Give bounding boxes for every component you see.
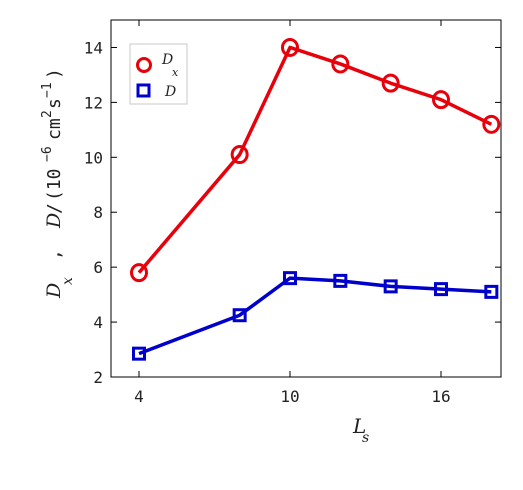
data-point (283, 271, 297, 286)
data-point (482, 114, 501, 134)
y-axis-label-dx-sub: x (60, 277, 76, 285)
y-tick-label: 12 (84, 93, 103, 112)
y-axis-label-unit-exp1: −6 (40, 146, 55, 162)
data-point (230, 145, 249, 165)
series-layer (130, 37, 501, 361)
legend-item-dx: D x (136, 52, 179, 79)
y-tick-label: 2 (93, 368, 103, 387)
y-axis-label-d: D (43, 213, 65, 229)
data-point (132, 346, 146, 361)
y-tick-label: 8 (93, 203, 103, 222)
x-axis-label-sub: s (362, 430, 369, 446)
y-tick-label: 14 (84, 38, 103, 57)
y-axis-label-unit-open: (10 (44, 168, 65, 201)
y-axis-label-unit-mid: cm (44, 118, 65, 140)
series-line (137, 45, 493, 274)
legend-item-d: D (136, 83, 176, 100)
legend-label-d: D (164, 84, 176, 100)
y-axis-label-slash: / (44, 203, 65, 214)
y-axis-label: D x , D / (10 −6 cm 2 s −1 ) (40, 68, 76, 299)
legend-label-dx-sub: x (172, 66, 179, 79)
data-point (130, 263, 148, 283)
x-tick-label: 16 (431, 387, 450, 406)
x-axis-label-main: L (352, 414, 366, 438)
data-point (381, 73, 400, 93)
y-axis: 2 4 6 8 10 12 14 (84, 38, 501, 387)
series-dx (130, 37, 501, 283)
data-point (434, 282, 448, 297)
y-axis-label-dx-main: D (43, 283, 65, 299)
y-axis-label-unit-exp2: 2 (40, 110, 55, 118)
data-point (232, 308, 247, 323)
y-axis-label-unit-s: s (44, 98, 65, 109)
data-point (383, 279, 398, 294)
x-tick-label: 4 (134, 387, 144, 406)
legend-label-dx-main: D (161, 52, 173, 68)
y-tick-label: 6 (93, 258, 103, 277)
legend: D x D (129, 43, 188, 105)
series-d (132, 271, 499, 361)
data-point (333, 273, 348, 288)
legend-square-marker (136, 83, 151, 98)
x-axis: 4 10 16 (134, 20, 451, 406)
y-axis-label-unit-exp3: −1 (40, 82, 55, 98)
y-axis-label-sep: , (44, 249, 65, 260)
x-axis-label: L s (352, 414, 369, 446)
data-point (432, 90, 450, 110)
y-axis-label-unit-close: ) (44, 68, 65, 79)
data-point (484, 284, 499, 299)
data-point (331, 54, 350, 74)
series-line (138, 276, 492, 356)
data-point (281, 37, 299, 57)
legend-circle-marker (136, 57, 152, 73)
x-tick-label: 10 (280, 387, 299, 406)
y-tick-label: 10 (84, 148, 103, 167)
y-tick-label: 4 (93, 313, 103, 332)
